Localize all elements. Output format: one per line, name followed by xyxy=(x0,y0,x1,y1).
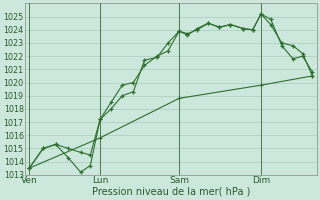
X-axis label: Pression niveau de la mer( hPa ): Pression niveau de la mer( hPa ) xyxy=(92,187,250,197)
